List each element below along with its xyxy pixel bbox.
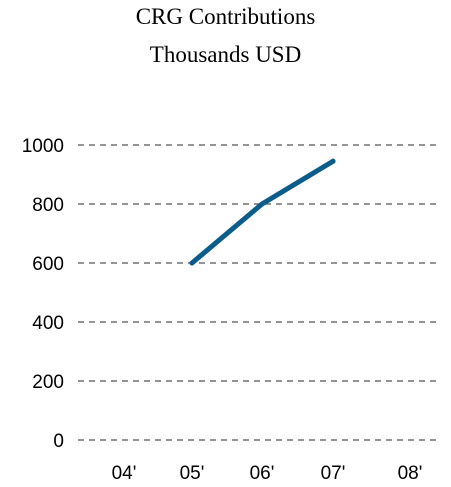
y-tick-label: 600 — [32, 254, 64, 275]
y-tick-label: 800 — [32, 195, 64, 216]
y-tick-label: 200 — [32, 372, 64, 393]
y-tick-label: 0 — [53, 431, 64, 452]
y-tick-label: 400 — [32, 313, 64, 334]
x-tick-label: 08' — [398, 463, 423, 484]
data-point — [259, 201, 265, 207]
x-tick-label: 04' — [112, 463, 137, 484]
data-point — [189, 260, 195, 266]
x-tick-label: 05' — [180, 463, 205, 484]
series-line — [189, 158, 336, 266]
x-tick-label: 07' — [321, 463, 346, 484]
chart-subtitle: Thousands USD — [149, 42, 302, 67]
chart-title: CRG Contributions — [135, 4, 316, 29]
x-tick-label: 06' — [250, 463, 275, 484]
data-point — [330, 158, 336, 164]
y-tick-label: 1000 — [22, 136, 64, 157]
